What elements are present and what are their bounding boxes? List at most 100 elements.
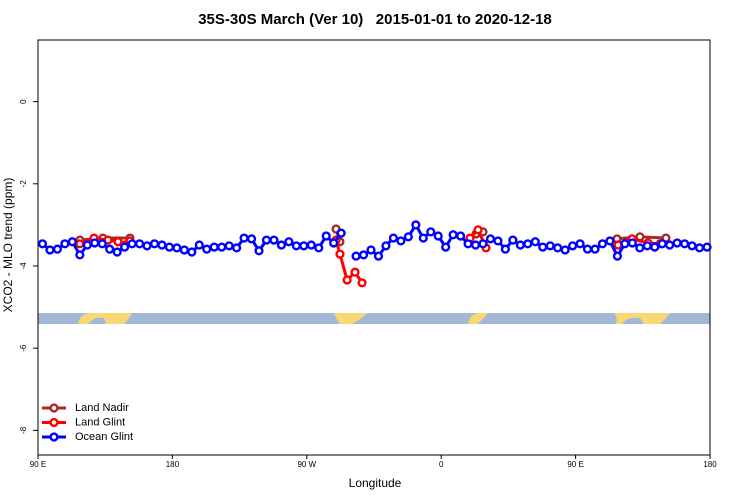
point bbox=[350, 267, 360, 277]
point bbox=[553, 243, 563, 253]
point bbox=[269, 235, 279, 245]
point bbox=[224, 241, 234, 251]
point bbox=[357, 278, 367, 288]
legend-marker bbox=[49, 432, 59, 442]
point bbox=[687, 241, 697, 251]
point bbox=[217, 242, 227, 252]
point bbox=[261, 235, 272, 245]
point bbox=[335, 249, 345, 259]
point bbox=[403, 232, 413, 242]
point bbox=[448, 230, 458, 240]
point bbox=[299, 241, 309, 251]
point bbox=[582, 244, 593, 254]
point bbox=[530, 237, 540, 247]
point bbox=[239, 233, 249, 243]
legend-marker bbox=[49, 403, 59, 413]
point bbox=[232, 243, 242, 253]
point bbox=[314, 243, 324, 253]
land-strip bbox=[38, 313, 710, 324]
point bbox=[120, 242, 130, 252]
point bbox=[164, 242, 175, 252]
x-axis-label: Longitude bbox=[349, 476, 402, 490]
point bbox=[373, 251, 384, 261]
legend-label: Land Glint bbox=[75, 416, 125, 428]
point bbox=[194, 240, 204, 250]
x-tick-label: 90 W bbox=[297, 460, 316, 469]
point bbox=[37, 239, 48, 249]
point bbox=[590, 244, 600, 254]
y-tick-label: -2 bbox=[19, 180, 28, 188]
point bbox=[321, 231, 331, 241]
point bbox=[635, 243, 645, 253]
point bbox=[291, 241, 301, 251]
y-tick-label: -8 bbox=[19, 426, 28, 434]
point bbox=[500, 244, 511, 254]
point bbox=[342, 275, 352, 285]
point bbox=[202, 244, 212, 254]
point bbox=[90, 238, 100, 248]
y-axis-label: XCO2 - MLO trend (ppm) bbox=[1, 178, 15, 313]
point bbox=[411, 220, 421, 230]
point bbox=[418, 233, 428, 243]
point bbox=[694, 243, 705, 253]
point bbox=[75, 239, 85, 249]
point bbox=[485, 234, 496, 244]
point bbox=[97, 239, 107, 249]
point bbox=[605, 236, 615, 246]
point bbox=[441, 242, 451, 252]
point bbox=[538, 242, 548, 252]
point bbox=[650, 242, 660, 252]
point bbox=[672, 238, 682, 248]
point bbox=[396, 236, 406, 246]
point bbox=[134, 239, 145, 249]
point bbox=[493, 236, 503, 246]
point bbox=[246, 234, 257, 244]
point bbox=[612, 251, 623, 261]
point bbox=[463, 239, 473, 249]
point bbox=[388, 233, 399, 243]
point bbox=[508, 235, 518, 245]
legend-label: Land Nadir bbox=[75, 402, 129, 414]
point bbox=[142, 241, 152, 251]
point bbox=[456, 231, 466, 241]
point bbox=[60, 239, 70, 249]
point bbox=[478, 239, 488, 249]
point bbox=[657, 239, 667, 249]
point bbox=[473, 225, 483, 235]
point bbox=[620, 239, 630, 249]
point bbox=[67, 237, 77, 247]
point bbox=[284, 237, 294, 247]
point bbox=[45, 245, 55, 255]
point bbox=[52, 244, 63, 254]
point bbox=[179, 245, 189, 255]
point bbox=[575, 239, 585, 249]
y-tick-label: -6 bbox=[19, 344, 28, 352]
point bbox=[254, 246, 264, 256]
legend-label: Ocean Glint bbox=[75, 431, 133, 443]
point bbox=[113, 237, 123, 247]
point bbox=[358, 250, 369, 260]
point bbox=[381, 241, 391, 251]
chart-title: 35S-30S March (Ver 10) 2015-01-01 to 202… bbox=[198, 11, 552, 28]
x-tick-label: 90 E bbox=[567, 460, 583, 469]
point bbox=[127, 239, 137, 249]
point bbox=[665, 240, 675, 250]
point bbox=[613, 240, 623, 250]
point bbox=[149, 239, 160, 249]
point bbox=[366, 245, 376, 255]
x-tick-label: 90 E bbox=[30, 460, 46, 469]
point bbox=[112, 247, 122, 257]
point bbox=[426, 227, 436, 237]
point bbox=[329, 238, 339, 248]
point bbox=[105, 244, 115, 254]
point bbox=[702, 242, 712, 252]
point bbox=[276, 240, 287, 250]
point bbox=[627, 238, 637, 248]
point bbox=[568, 241, 578, 251]
series-line bbox=[79, 227, 661, 284]
point bbox=[642, 241, 652, 251]
point bbox=[157, 240, 167, 250]
point bbox=[560, 245, 570, 255]
point bbox=[523, 239, 533, 249]
